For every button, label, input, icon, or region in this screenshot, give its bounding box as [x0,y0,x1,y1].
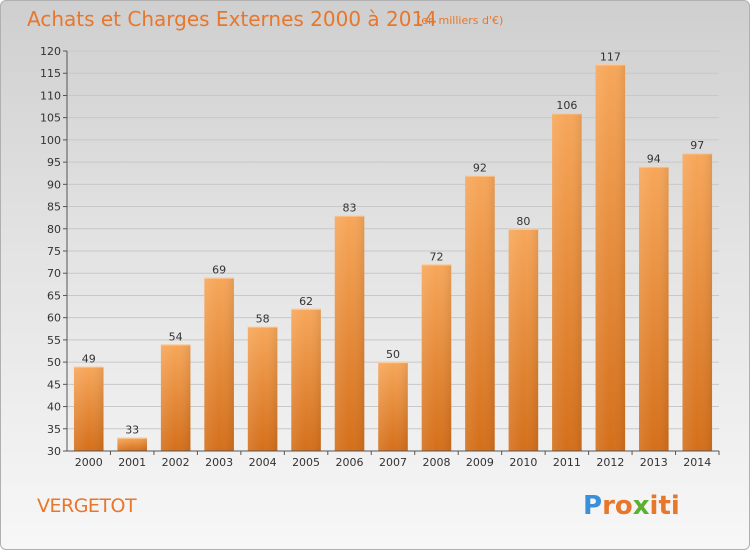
x-tick-label-2006: 2006 [336,456,364,469]
x-tick-label-2002: 2002 [162,456,190,469]
y-tick-label: 40 [47,401,61,414]
x-tick-label-2010: 2010 [509,456,537,469]
y-tick-label: 45 [47,378,61,391]
data-label-2010: 80 [516,215,530,228]
x-tick-label-2012: 2012 [596,456,624,469]
y-tick-label: 75 [47,245,61,258]
data-label-2006: 83 [343,201,357,214]
x-tick-label-2009: 2009 [466,456,494,469]
y-tick-label: 55 [47,334,61,347]
data-label-2008: 72 [429,250,443,263]
data-label-2003: 69 [212,264,226,277]
data-label-2009: 92 [473,161,487,174]
y-tick-label: 85 [47,201,61,214]
data-label-2011: 106 [556,99,577,112]
data-label-2002: 54 [169,330,183,343]
data-label-2014: 97 [690,139,704,152]
y-tick-label: 110 [40,89,61,102]
y-tick-label: 90 [47,178,61,191]
logo-letter: o [614,491,633,521]
bar-sheen-2008 [421,264,452,451]
data-label-2013: 94 [647,153,661,166]
y-tick-label: 70 [47,267,61,280]
y-tick-label: 95 [47,156,61,169]
bar-sheen-2003 [204,277,234,451]
x-tick-label-2005: 2005 [292,456,320,469]
y-tick-label: 60 [47,312,61,325]
bar-sheen-2009 [465,175,495,451]
logo-letter: i [670,491,680,521]
data-label-2012: 117 [600,50,621,63]
bar-sheen-2005 [291,308,321,451]
data-label-2007: 50 [386,348,400,361]
logo-letter: i [649,491,659,521]
chart-title: Achats et Charges Externes 2000 à 2014 [27,7,437,31]
bar-sheen-2010 [508,228,539,451]
bar-sheen-2001 [117,437,147,451]
data-label-2001: 33 [125,424,139,437]
bar-sheen-2004 [247,326,278,451]
x-tick-label-2007: 2007 [379,456,407,469]
y-tick-label: 50 [47,356,61,369]
x-tick-label-2011: 2011 [553,456,581,469]
bar-sheen-2002 [160,344,191,451]
x-tick-label-2014: 2014 [683,456,711,469]
x-tick-label-2008: 2008 [422,456,450,469]
bar-sheen-2006 [334,215,365,451]
bar-sheen-2012 [595,64,626,452]
y-tick-label: 65 [47,289,61,302]
logo-letter: t [658,491,671,521]
bar-sheen-2014 [682,153,713,451]
x-tick-label-2000: 2000 [75,456,103,469]
bars: 49 33 54 69 58 62 83 50 72 92 80 106 117 94 97 [73,50,713,452]
y-tick-label: 35 [47,423,61,436]
y-tick-label: 30 [47,445,61,458]
logo-letter: r [602,491,615,521]
bar-sheen-2000 [73,366,104,451]
data-label-2004: 58 [256,313,270,326]
bar-sheen-2013 [639,166,669,452]
data-label-2005: 62 [299,295,313,308]
x-tick-label-2013: 2013 [640,456,668,469]
logo-letter: P [583,491,603,521]
y-tick-label: 80 [47,223,61,236]
x-tick-label-2001: 2001 [118,456,146,469]
chart-unit-subtitle: (en milliers d'€) [417,14,504,27]
y-tick-label: 120 [40,45,61,58]
bar-sheen-2011 [552,113,582,451]
proxiti-logo: Proxiti [583,491,680,521]
y-tick-label: 115 [40,67,61,80]
data-label-2000: 49 [82,353,96,366]
x-tick-label-2003: 2003 [205,456,233,469]
logo-letter: x [632,491,650,521]
y-tick-label: 105 [40,112,61,125]
bar-sheen-2007 [378,362,408,451]
commune-name: VERGETOT [37,495,137,517]
y-tick-label: 100 [40,134,61,147]
axes: 30 35 40 45 50 55 60 65 70 75 80 85 90 95 100 105 110 115… [40,45,720,469]
x-tick-label-2004: 2004 [249,456,277,469]
